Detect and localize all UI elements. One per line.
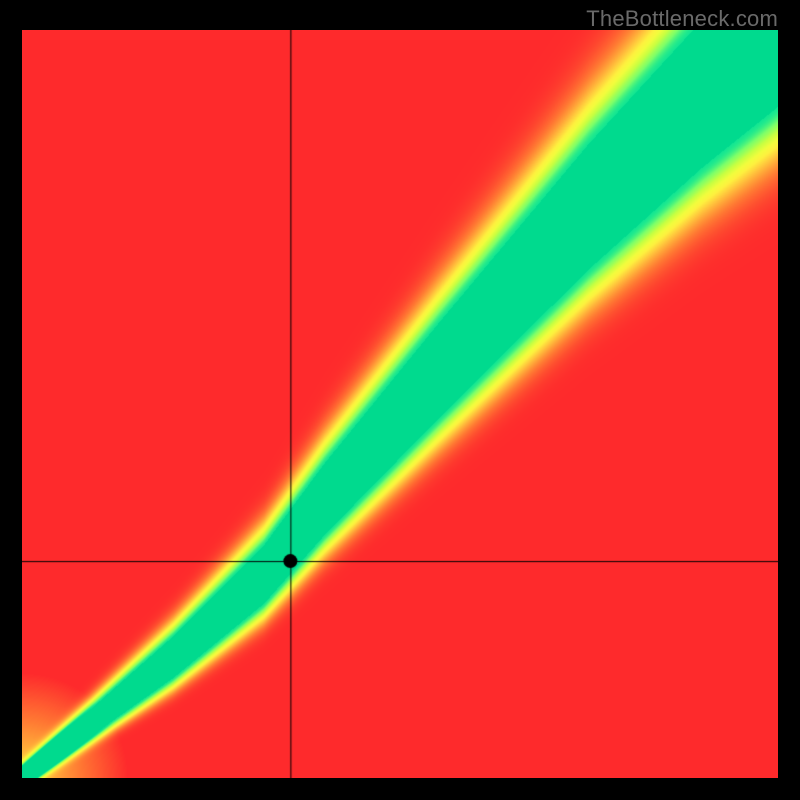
watermark-text: TheBottleneck.com: [586, 6, 778, 32]
heatmap-canvas: [22, 30, 778, 778]
plot-area: [22, 30, 778, 778]
root-container: TheBottleneck.com: [0, 0, 800, 800]
